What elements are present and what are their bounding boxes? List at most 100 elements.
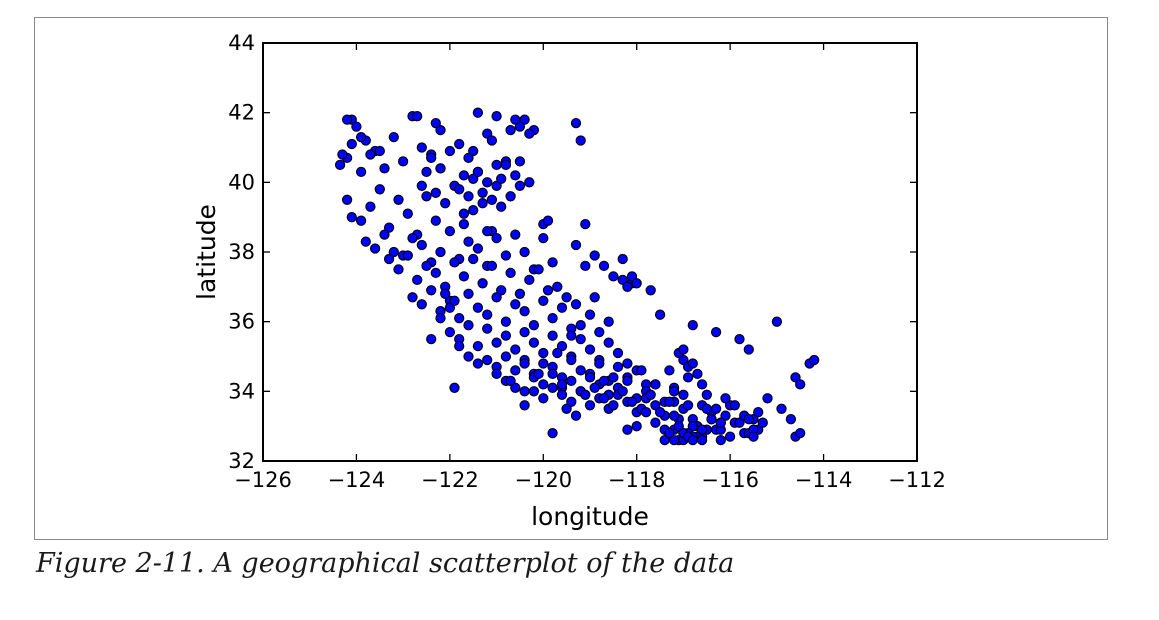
- data-point: [566, 330, 577, 341]
- data-point: [598, 393, 610, 404]
- points-layer: [334, 107, 820, 446]
- data-point: [668, 410, 680, 421]
- data-point: [622, 281, 633, 292]
- data-point: [491, 180, 502, 191]
- data-point: [734, 417, 745, 428]
- data-point: [472, 302, 484, 313]
- data-point: [510, 344, 521, 355]
- data-point: [622, 424, 633, 435]
- data-point: [510, 170, 521, 181]
- data-point: [556, 302, 568, 313]
- data-point: [482, 128, 493, 139]
- data-point: [598, 260, 610, 272]
- data-point: [407, 232, 418, 244]
- data-point: [430, 267, 441, 279]
- data-point: [594, 326, 605, 338]
- data-point: [355, 166, 367, 178]
- data-point: [589, 382, 600, 393]
- data-point: [444, 225, 456, 237]
- data-point: [617, 386, 628, 397]
- data-point: [482, 225, 493, 237]
- data-point: [724, 431, 736, 442]
- data-point: [454, 184, 465, 195]
- data-point: [514, 156, 526, 167]
- data-point: [743, 344, 754, 355]
- data-point: [776, 403, 787, 414]
- data-point: [416, 180, 427, 191]
- data-point: [795, 427, 806, 439]
- data-point: [510, 382, 521, 393]
- data-point: [631, 421, 642, 432]
- data-point: [668, 386, 680, 397]
- data-point: [589, 250, 600, 261]
- data-point: [678, 344, 689, 355]
- data-point: [505, 375, 516, 387]
- data-point: [570, 299, 582, 310]
- data-point: [538, 347, 549, 359]
- data-point: [570, 410, 582, 421]
- data-point: [463, 191, 474, 202]
- data-point: [584, 372, 596, 383]
- data-point: [514, 288, 526, 299]
- x-tick-label: −124: [328, 468, 386, 492]
- data-point: [482, 323, 493, 334]
- data-point: [463, 351, 474, 362]
- data-point: [468, 253, 479, 265]
- data-point: [762, 393, 773, 404]
- data-point: [650, 379, 661, 390]
- data-point: [477, 278, 488, 289]
- data-point: [785, 414, 797, 425]
- data-point: [388, 246, 399, 258]
- data-point: [486, 194, 498, 205]
- data-point: [664, 365, 675, 376]
- data-point: [444, 145, 456, 157]
- data-point: [729, 400, 740, 411]
- figure-frame: −126 −124 −122 −120 −118 −116 −114 −112 32 34 36 3…: [34, 17, 1108, 540]
- data-point: [650, 417, 661, 428]
- data-point: [440, 198, 451, 209]
- data-point: [454, 313, 465, 324]
- data-point: [589, 292, 600, 303]
- data-point: [538, 295, 549, 306]
- data-point: [533, 368, 544, 380]
- data-point: [519, 326, 530, 338]
- data-point: [575, 333, 586, 345]
- data-point: [412, 274, 423, 286]
- data-point: [547, 257, 558, 268]
- data-point: [580, 389, 591, 400]
- data-point: [430, 117, 441, 129]
- data-point: [542, 215, 554, 226]
- data-point: [682, 400, 694, 411]
- data-point: [491, 111, 502, 122]
- data-point: [626, 271, 638, 282]
- data-point: [753, 407, 764, 418]
- data-point: [552, 281, 563, 292]
- data-point: [416, 239, 427, 251]
- data-point: [547, 382, 558, 393]
- data-point: [379, 229, 390, 240]
- data-point: [435, 246, 446, 258]
- data-point: [678, 354, 689, 366]
- data-point: [463, 320, 474, 331]
- data-point: [622, 375, 633, 387]
- data-point: [355, 215, 367, 226]
- data-point: [790, 372, 801, 383]
- data-point: [547, 313, 558, 324]
- data-point: [612, 361, 624, 373]
- data-point: [720, 393, 731, 404]
- data-point: [533, 264, 544, 275]
- data-point: [355, 131, 367, 143]
- data-point: [379, 163, 390, 174]
- data-point: [584, 309, 596, 320]
- data-point: [566, 375, 577, 387]
- data-point: [795, 379, 806, 390]
- x-tick-label: −120: [514, 468, 572, 492]
- data-point: [542, 285, 554, 296]
- data-point: [383, 253, 395, 265]
- data-point: [486, 135, 498, 146]
- data-point: [715, 434, 726, 446]
- data-point: [440, 288, 451, 299]
- data-point: [346, 138, 357, 150]
- data-point: [524, 274, 535, 286]
- data-point: [402, 208, 413, 219]
